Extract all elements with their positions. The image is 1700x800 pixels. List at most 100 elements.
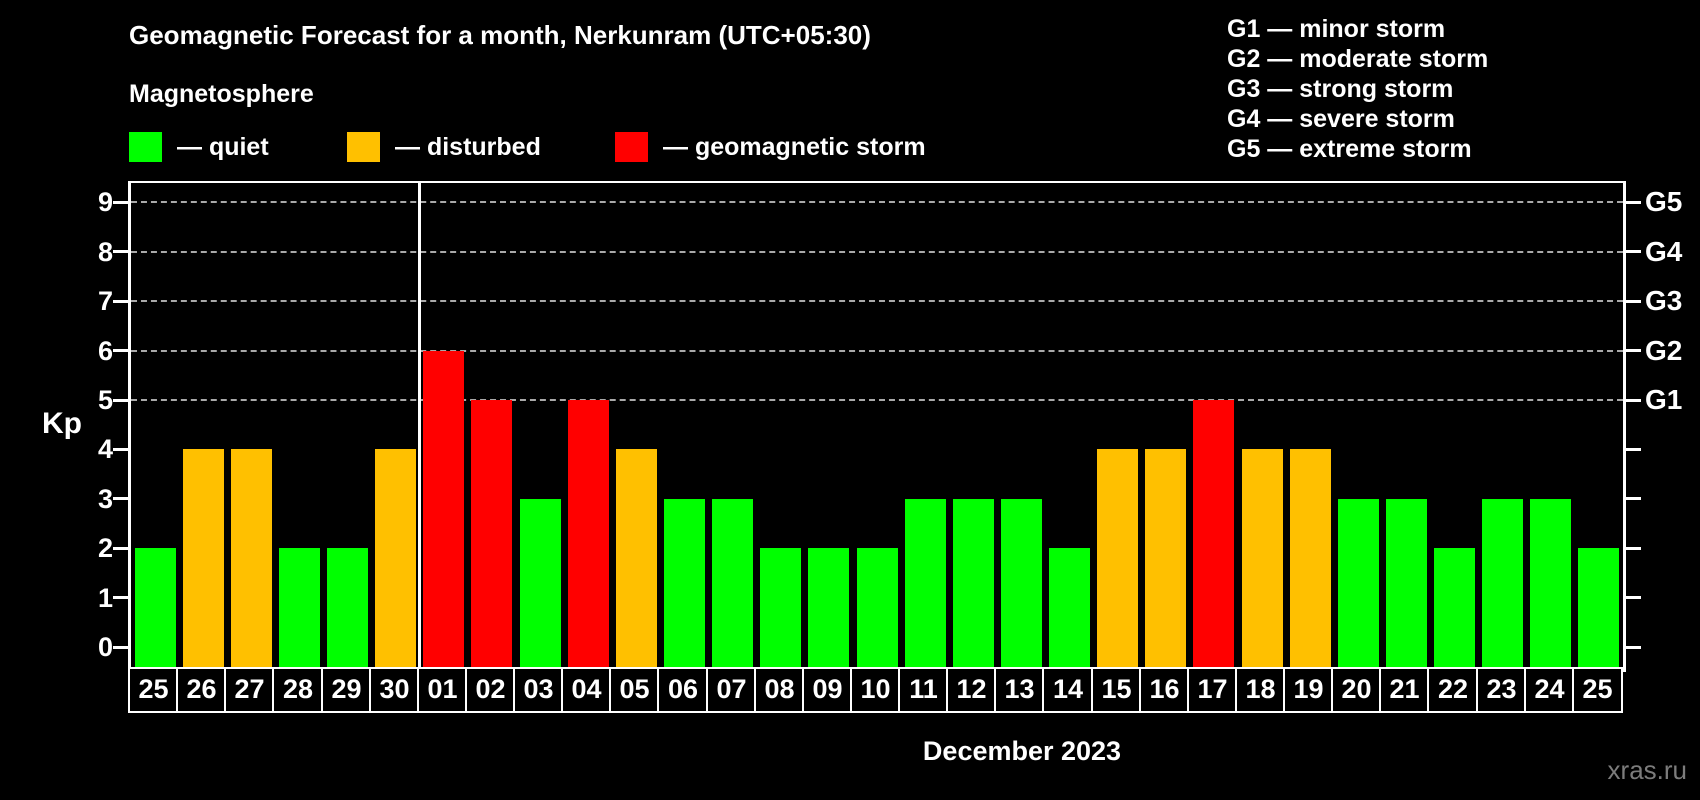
day-label-28-nov: 28 <box>272 667 324 713</box>
y-tick-3 <box>113 497 128 501</box>
day-label-05-dec: 05 <box>609 667 660 713</box>
right-tick-7 <box>1626 299 1641 303</box>
day-label-20-dec: 20 <box>1331 667 1382 713</box>
chart-title: Geomagnetic Forecast for a month, Nerkun… <box>129 20 871 50</box>
g-scale-label-g3: G3 <box>1645 285 1683 317</box>
legend-item-quiet: — quiet <box>129 131 269 163</box>
storm-scale-line-g5: G5 — extreme storm <box>1227 135 1472 163</box>
bar-day-19 <box>1289 449 1331 667</box>
bar-day-22 <box>1434 548 1476 667</box>
day-label-03-dec: 03 <box>513 667 564 713</box>
day-label-27-nov: 27 <box>224 667 275 713</box>
gridline-kp-8 <box>131 250 1623 253</box>
plot-area <box>113 181 1641 672</box>
right-tick-9 <box>1626 200 1641 204</box>
gridline-kp-7 <box>131 300 1623 303</box>
storm-scale-line-g2: G2 — moderate storm <box>1227 45 1489 73</box>
right-tick-3 <box>1626 497 1641 501</box>
day-label-06-dec: 06 <box>657 667 709 713</box>
day-label-04-dec: 04 <box>561 667 612 713</box>
y-tick-label-9: 9 <box>97 187 113 218</box>
bar-day-01 <box>423 350 465 667</box>
bar-day-02 <box>471 400 513 667</box>
right-tick-1 <box>1626 596 1641 600</box>
y-tick-8 <box>113 250 128 254</box>
bar-day-20 <box>1337 498 1379 667</box>
day-label-18-dec: 18 <box>1235 667 1286 713</box>
day-label-15-dec: 15 <box>1091 667 1142 713</box>
bar-day-10 <box>856 548 898 667</box>
y-tick-label-8: 8 <box>97 236 113 267</box>
bar-day-15 <box>1097 449 1139 667</box>
bar-day-05 <box>615 449 657 667</box>
y-tick-7 <box>113 299 128 303</box>
right-tick-8 <box>1626 250 1641 254</box>
bar-day-07 <box>712 498 754 667</box>
bar-day-09 <box>808 548 850 667</box>
day-label-16-dec: 16 <box>1139 667 1190 713</box>
legend-item-storm: — geomagnetic storm <box>615 131 926 163</box>
legend-swatch-quiet <box>129 132 162 162</box>
storm-scale-line-g1: G1 — minor storm <box>1227 15 1446 43</box>
legend-label-quiet: — quiet <box>177 132 269 161</box>
day-label-22-dec: 22 <box>1427 667 1479 713</box>
g-scale-label-g5: G5 <box>1645 186 1683 218</box>
y-tick-label-7: 7 <box>97 286 113 317</box>
bar-day-27 <box>230 449 272 667</box>
day-label-23-dec: 23 <box>1476 667 1527 713</box>
day-label-17-dec: 17 <box>1187 667 1238 713</box>
x-axis-title: December 2023 <box>922 736 1122 766</box>
day-label-11-dec: 11 <box>898 667 949 713</box>
y-tick-label-2: 2 <box>97 533 113 564</box>
day-label-26-nov: 26 <box>176 667 227 713</box>
right-tick-5 <box>1626 398 1641 402</box>
gridline-kp-6 <box>131 349 1623 352</box>
legend-label-disturbed: — disturbed <box>395 132 541 161</box>
bar-day-12 <box>952 498 994 667</box>
legend-item-disturbed: — disturbed <box>347 131 541 163</box>
bar-day-25 <box>134 548 176 667</box>
watermark-xras-ru: xras.ru <box>1607 755 1687 785</box>
day-label-09-dec: 09 <box>802 667 853 713</box>
legend-swatch-storm <box>615 132 648 162</box>
y-tick-1 <box>113 596 128 600</box>
bar-day-28 <box>278 548 320 667</box>
day-label-07-dec: 07 <box>706 667 757 713</box>
day-label-30-nov: 30 <box>369 667 420 713</box>
y-tick-5 <box>113 398 128 402</box>
day-label-25-dec: 25 <box>1572 667 1623 713</box>
bar-day-30 <box>375 449 417 667</box>
legend-swatch-disturbed <box>347 132 380 162</box>
right-tick-4 <box>1626 447 1641 451</box>
day-label-10-dec: 10 <box>850 667 901 713</box>
day-label-24-dec: 24 <box>1524 667 1575 713</box>
day-label-13-dec: 13 <box>994 667 1045 713</box>
bar-day-26 <box>182 449 224 667</box>
bar-day-29 <box>327 548 369 667</box>
storm-scale-legend: G1 — minor storm G2 — moderate storm G3 — … <box>1227 14 1488 164</box>
y-tick-4 <box>113 447 128 451</box>
y-tick-label-0: 0 <box>97 632 113 662</box>
bar-day-16 <box>1145 449 1187 667</box>
right-tick-2 <box>1626 546 1641 550</box>
bar-day-17 <box>1193 400 1235 667</box>
bar-day-06 <box>663 498 705 667</box>
bar-day-14 <box>1049 548 1091 667</box>
y-tick-label-5: 5 <box>97 385 113 415</box>
y-tick-label-3: 3 <box>97 483 113 514</box>
g-scale-label-g2: G2 <box>1645 334 1683 366</box>
day-label-14-dec: 14 <box>1042 667 1094 713</box>
right-tick-6 <box>1626 349 1641 353</box>
chart-subtitle-magnetosphere: Magnetosphere <box>129 80 314 108</box>
bar-day-23 <box>1482 498 1524 667</box>
g-scale-label-g1: G1 <box>1645 384 1683 415</box>
bar-day-21 <box>1385 498 1427 667</box>
month-separator-line <box>418 183 422 667</box>
bar-day-11 <box>904 498 946 667</box>
day-label-08-dec: 08 <box>754 667 805 713</box>
day-label-02-dec: 02 <box>465 667 516 713</box>
y-tick-label-1: 1 <box>97 582 113 613</box>
bar-day-03 <box>519 498 561 667</box>
day-label-25-nov: 25 <box>128 667 179 713</box>
y-tick-6 <box>113 349 128 353</box>
